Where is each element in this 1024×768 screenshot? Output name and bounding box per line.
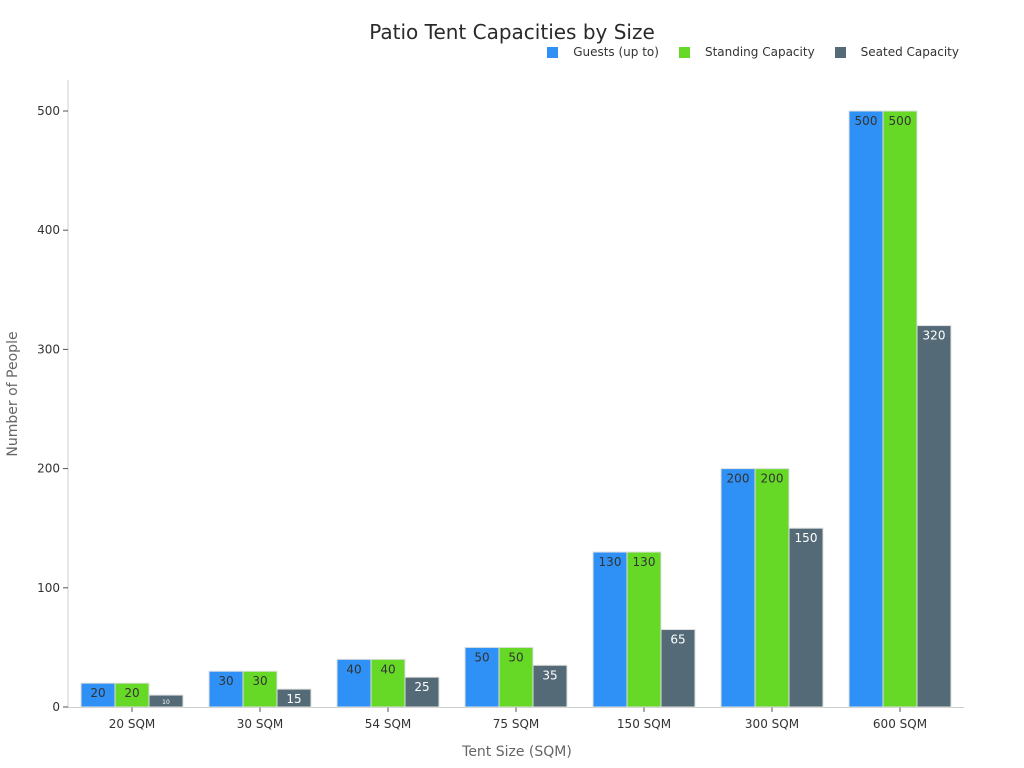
x-tick-label: 20 SQM <box>109 717 156 731</box>
bar[interactable] <box>464 646 500 708</box>
legend-label: Standing Capacity <box>704 45 815 59</box>
bar[interactable] <box>592 551 628 708</box>
bar[interactable] <box>498 646 534 708</box>
legend-item-seated[interactable]: Seated Capacity <box>834 45 959 59</box>
bar-value-label: 40 <box>380 662 395 676</box>
bar[interactable] <box>848 110 884 708</box>
bar-value-label: 500 <box>855 114 878 128</box>
bar-value-label: 150 <box>795 531 818 545</box>
bar-value-label: 30 <box>218 674 233 688</box>
bar-value-label: 25 <box>414 680 429 694</box>
x-axis-label: Tent Size (SQM) <box>461 744 572 760</box>
legend-item-guests[interactable]: Guests (up to) <box>547 45 659 59</box>
legend-label: Guests (up to) <box>573 45 659 59</box>
bar-value-label: 65 <box>670 633 685 647</box>
legend-item-standing[interactable]: Standing Capacity <box>678 45 815 59</box>
bar[interactable] <box>626 551 662 708</box>
legend-swatch-guests <box>547 46 559 58</box>
bar[interactable] <box>788 527 824 708</box>
x-tick-label: 54 SQM <box>365 717 412 731</box>
x-tick-label: 30 SQM <box>237 717 284 731</box>
bar[interactable] <box>882 110 918 708</box>
bar-value-label: 320 <box>923 329 946 343</box>
bar[interactable] <box>660 629 696 708</box>
legend: Guests (up to) Standing Capacity Seated … <box>527 45 959 59</box>
bar[interactable] <box>404 676 440 708</box>
bar-value-label: 200 <box>727 472 750 486</box>
y-tick-label: 100 <box>37 581 60 595</box>
bar-value-label: 130 <box>633 555 656 569</box>
bar[interactable] <box>720 468 756 708</box>
bar[interactable] <box>370 658 406 708</box>
bar-value-label: 10 <box>162 699 170 706</box>
x-tick-label: 600 SQM <box>873 717 927 731</box>
bar-value-label: 35 <box>542 668 557 682</box>
bar-value-label: 20 <box>90 686 105 700</box>
bar-value-label: 50 <box>474 650 489 664</box>
bar-value-label: 15 <box>286 692 301 706</box>
chart-title: Patio Tent Capacities by Size <box>369 20 655 44</box>
bar[interactable] <box>242 670 278 708</box>
bar-value-label: 20 <box>124 686 139 700</box>
x-tick-label: 300 SQM <box>745 717 799 731</box>
bar-value-label: 130 <box>599 555 622 569</box>
bar-value-label: 500 <box>889 114 912 128</box>
legend-label: Seated Capacity <box>860 45 959 59</box>
bar[interactable] <box>532 664 568 708</box>
bar-value-label: 40 <box>346 662 361 676</box>
y-tick-label: 300 <box>37 342 60 356</box>
y-tick-label: 400 <box>37 223 60 237</box>
bar[interactable] <box>916 325 952 708</box>
x-tick-label: 75 SQM <box>493 717 540 731</box>
bar-value-label: 30 <box>252 674 267 688</box>
bar[interactable] <box>754 468 790 708</box>
bar-value-label: 50 <box>508 650 523 664</box>
y-tick-label: 500 <box>37 104 60 118</box>
bar[interactable] <box>148 694 184 708</box>
y-tick-label: 0 <box>52 700 60 714</box>
y-tick-label: 200 <box>37 462 60 476</box>
legend-swatch-standing <box>678 46 690 58</box>
y-axis-label: Number of People <box>5 331 21 456</box>
legend-swatch-seated <box>834 46 846 58</box>
bar[interactable] <box>276 688 312 708</box>
bar-value-label: 200 <box>761 472 784 486</box>
bar[interactable] <box>336 658 372 708</box>
x-tick-label: 150 SQM <box>617 717 671 731</box>
